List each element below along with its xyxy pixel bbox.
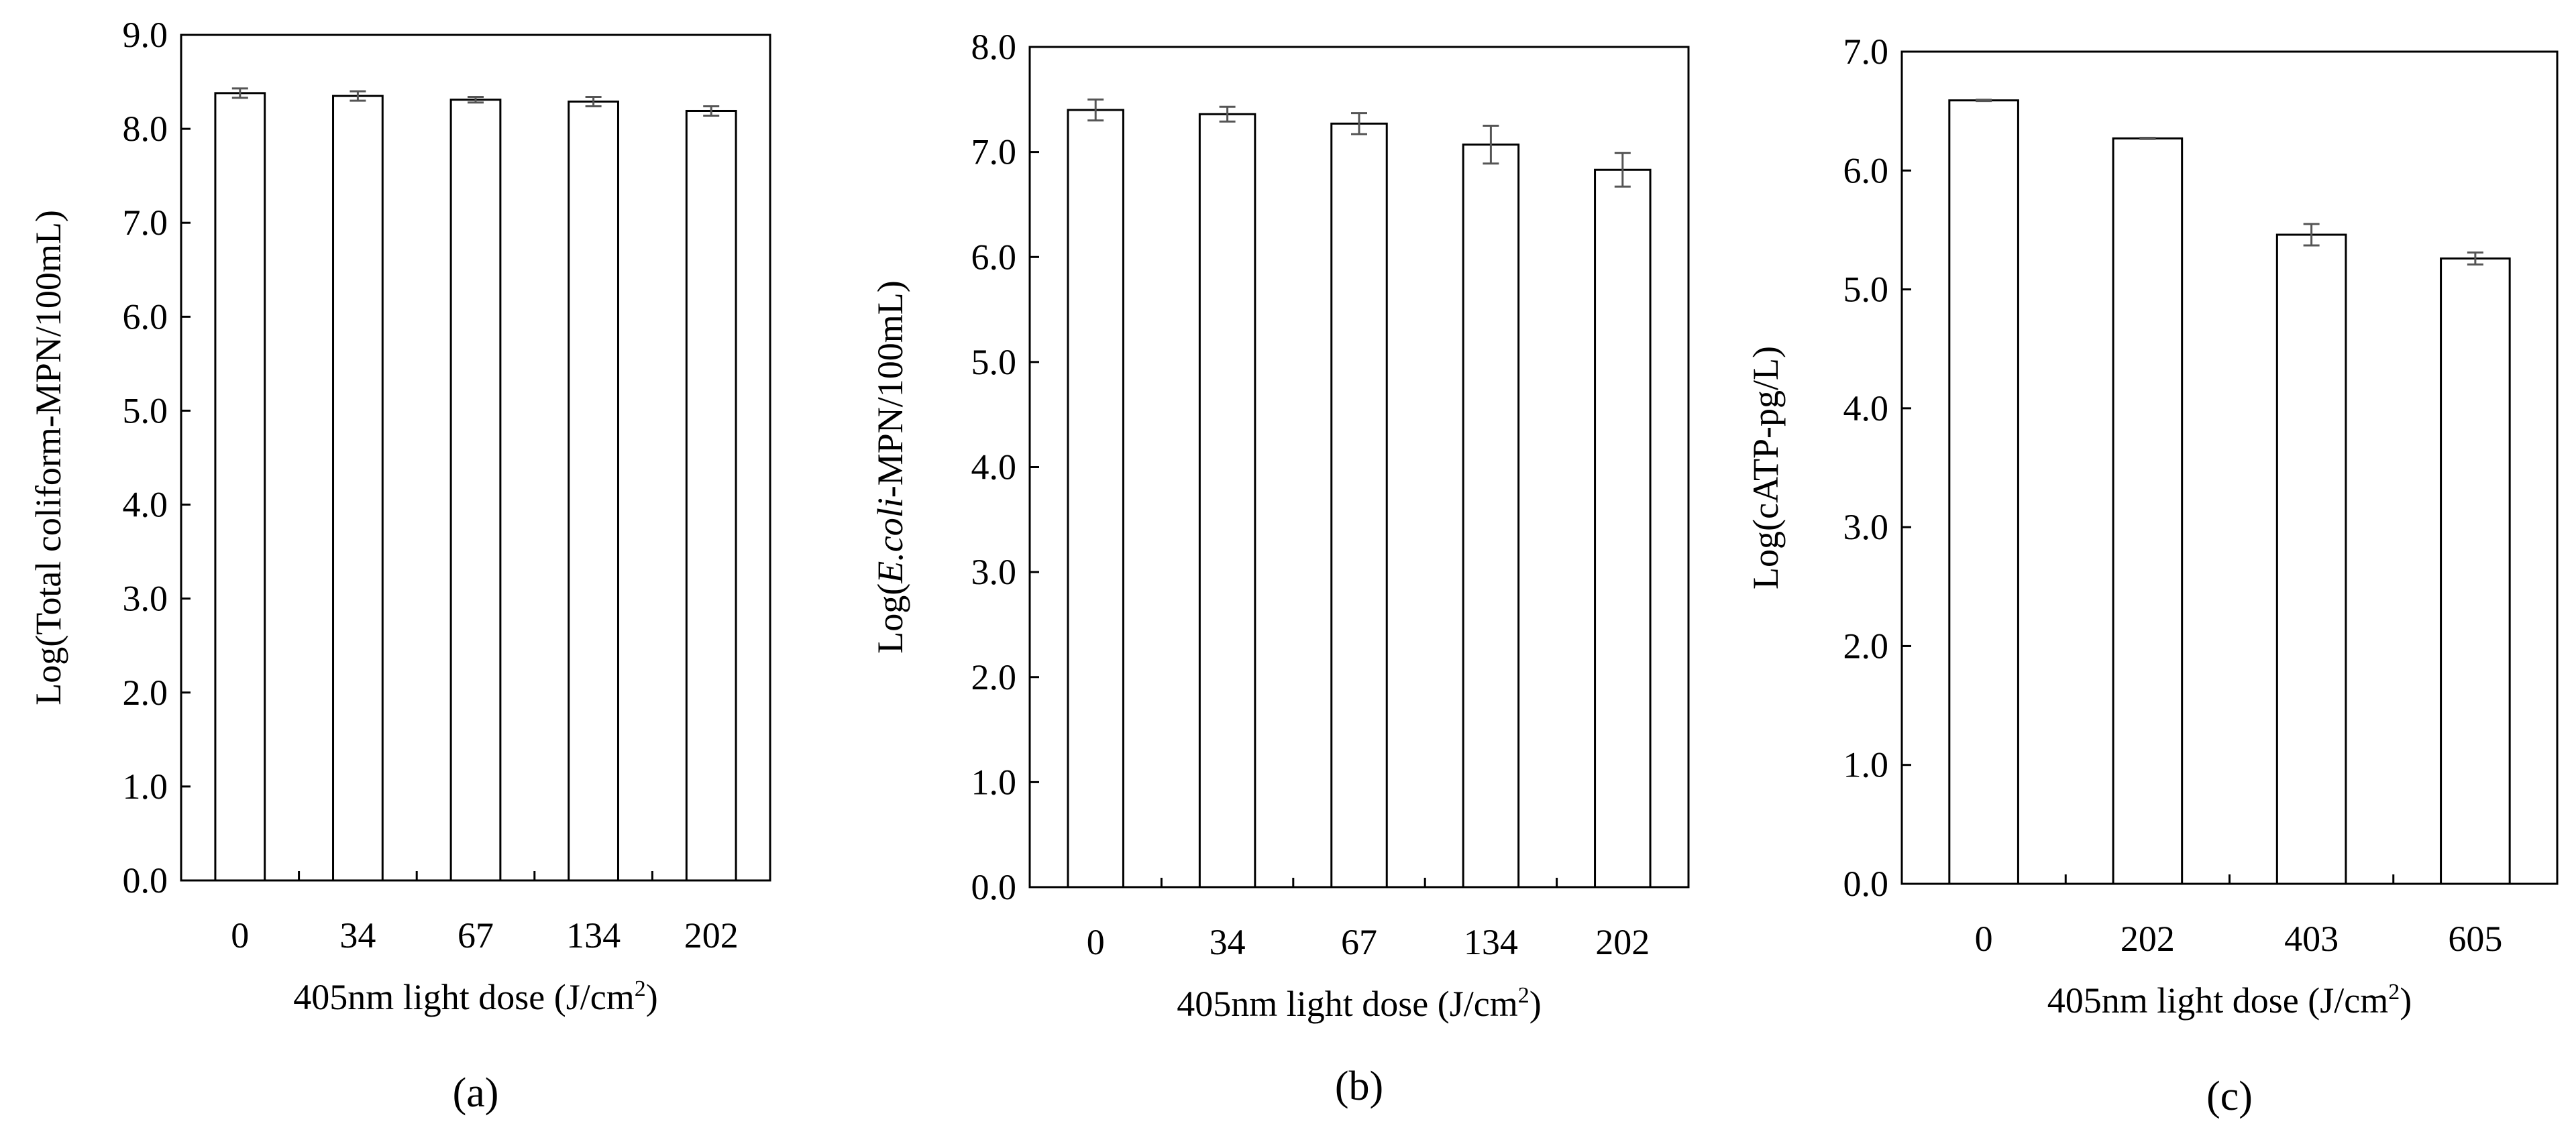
y-tick-label: 5.0 [123,390,168,431]
y-tick-label: 7.0 [1843,32,1889,72]
y-tick-label: 1.0 [123,766,168,807]
y-tick-label: 6.0 [971,237,1017,277]
panel-label: (a) [453,1070,499,1116]
y-tick-label: 4.0 [123,485,168,525]
bar [1198,113,1256,888]
x-tick-label: 202 [684,915,739,956]
y-tick-label: 6.0 [123,296,168,337]
y-tick-label: 0.0 [1843,864,1889,904]
x-axis-title: 405nm light dose (J/cm2) [293,976,657,1017]
x-axis-title-tail: ) [1529,984,1542,1024]
y-tick-label: 8.0 [123,109,168,149]
panel-label: (c) [2206,1074,2253,1119]
y-tick-label: 2.0 [123,673,168,713]
bar [1462,144,1520,888]
panel-b: 0.0 1.0 2.0 3.0 4.0 5.0 6.0 7.0 8.0 0 34 67 134 202 40… [870,27,1690,1109]
x-axis-title-main: 405nm light dose (J/cm [2047,980,2388,1021]
y-tick-label: 3.0 [1843,507,1889,547]
bar [1594,168,1652,888]
x-axis-title-main: 405nm light dose (J/cm [1177,984,1517,1024]
bar [214,92,266,882]
y-tick-label: 7.0 [971,132,1017,172]
y-axis-title: Log(cATP-pg/L) [1746,346,1786,589]
y-tick-label: 2.0 [971,657,1017,697]
bar [2440,257,2511,885]
y-axis-title-pre: Log( [870,583,910,654]
x-tick-label: 0 [231,915,249,956]
y-tick-label: 4.0 [1843,388,1889,428]
x-tick-label: 605 [2448,919,2502,959]
x-tick-label: 134 [1464,922,1518,962]
bar [685,109,737,882]
y-tick-label: 7.0 [123,203,168,243]
x-tick-label: 134 [566,915,621,956]
x-axis-title-sup: 2 [2388,980,2400,1005]
y-axis-title-italic: E.coli [870,498,910,583]
y-axis-title: Log(E.coli-MPN/100mL) [870,280,910,653]
bar [1330,122,1388,888]
panel-a: 0.0 1.0 2.0 3.0 4.0 5.0 6.0 7.0 8.0 9.0 0 34 67 134 20… [28,15,771,1116]
y-tick-label: 0.0 [971,867,1017,907]
x-axis-title-tail: ) [646,977,658,1017]
x-axis-title-sup: 2 [1518,983,1529,1008]
panel-c: 0.0 1.0 2.0 3.0 4.0 5.0 6.0 7.0 0 202 403 605 405nm … [1746,32,2559,1119]
y-tick-label: 6.0 [1843,150,1889,190]
bar [568,100,619,882]
x-axis-title-main: 405nm light dose (J/cm [293,977,634,1017]
bar [332,95,384,882]
x-tick-label: 67 [1341,922,1377,962]
y-axis-title-post: -MPN/100mL) [870,280,910,498]
x-axis-title-tail: ) [2400,980,2412,1021]
bar [449,99,502,882]
bar [2112,137,2184,885]
x-tick-label: 202 [2121,919,2175,959]
y-tick-label: 0.0 [123,860,168,901]
bar [2275,233,2347,885]
x-tick-label: 67 [458,915,494,956]
x-tick-label: 34 [339,915,376,956]
bar [1067,109,1124,888]
y-tick-label: 5.0 [1843,270,1889,310]
bar [1948,99,2019,885]
y-tick-label: 4.0 [971,447,1017,487]
x-tick-label: 0 [1087,922,1105,962]
x-axis-title: 405nm light dose (J/cm2) [1177,983,1541,1024]
y-axis-title-pre: Log(cATP-pg/L) [1746,346,1786,589]
x-axis-title-sup: 2 [635,976,646,1001]
x-tick-label: 34 [1210,922,1246,962]
y-tick-label: 3.0 [971,552,1017,592]
x-tick-label: 0 [1975,919,1993,959]
y-tick-label: 1.0 [971,762,1017,802]
y-tick-label: 2.0 [1843,626,1889,666]
x-tick-label: 403 [2284,919,2339,959]
y-tick-label: 5.0 [971,342,1017,382]
x-axis-title: 405nm light dose (J/cm2) [2047,980,2412,1021]
y-tick-label: 9.0 [123,15,168,55]
y-tick-label: 8.0 [971,27,1017,67]
y-tick-label: 3.0 [123,579,168,619]
x-tick-label: 202 [1595,922,1650,962]
y-axis-title: Log(Total coliform-MPN/100mL) [28,210,68,705]
panel-label: (b) [1335,1064,1383,1109]
y-axis-title-pre: Log(Total coliform-MPN/100mL) [28,210,68,705]
y-tick-label: 1.0 [1843,745,1889,785]
